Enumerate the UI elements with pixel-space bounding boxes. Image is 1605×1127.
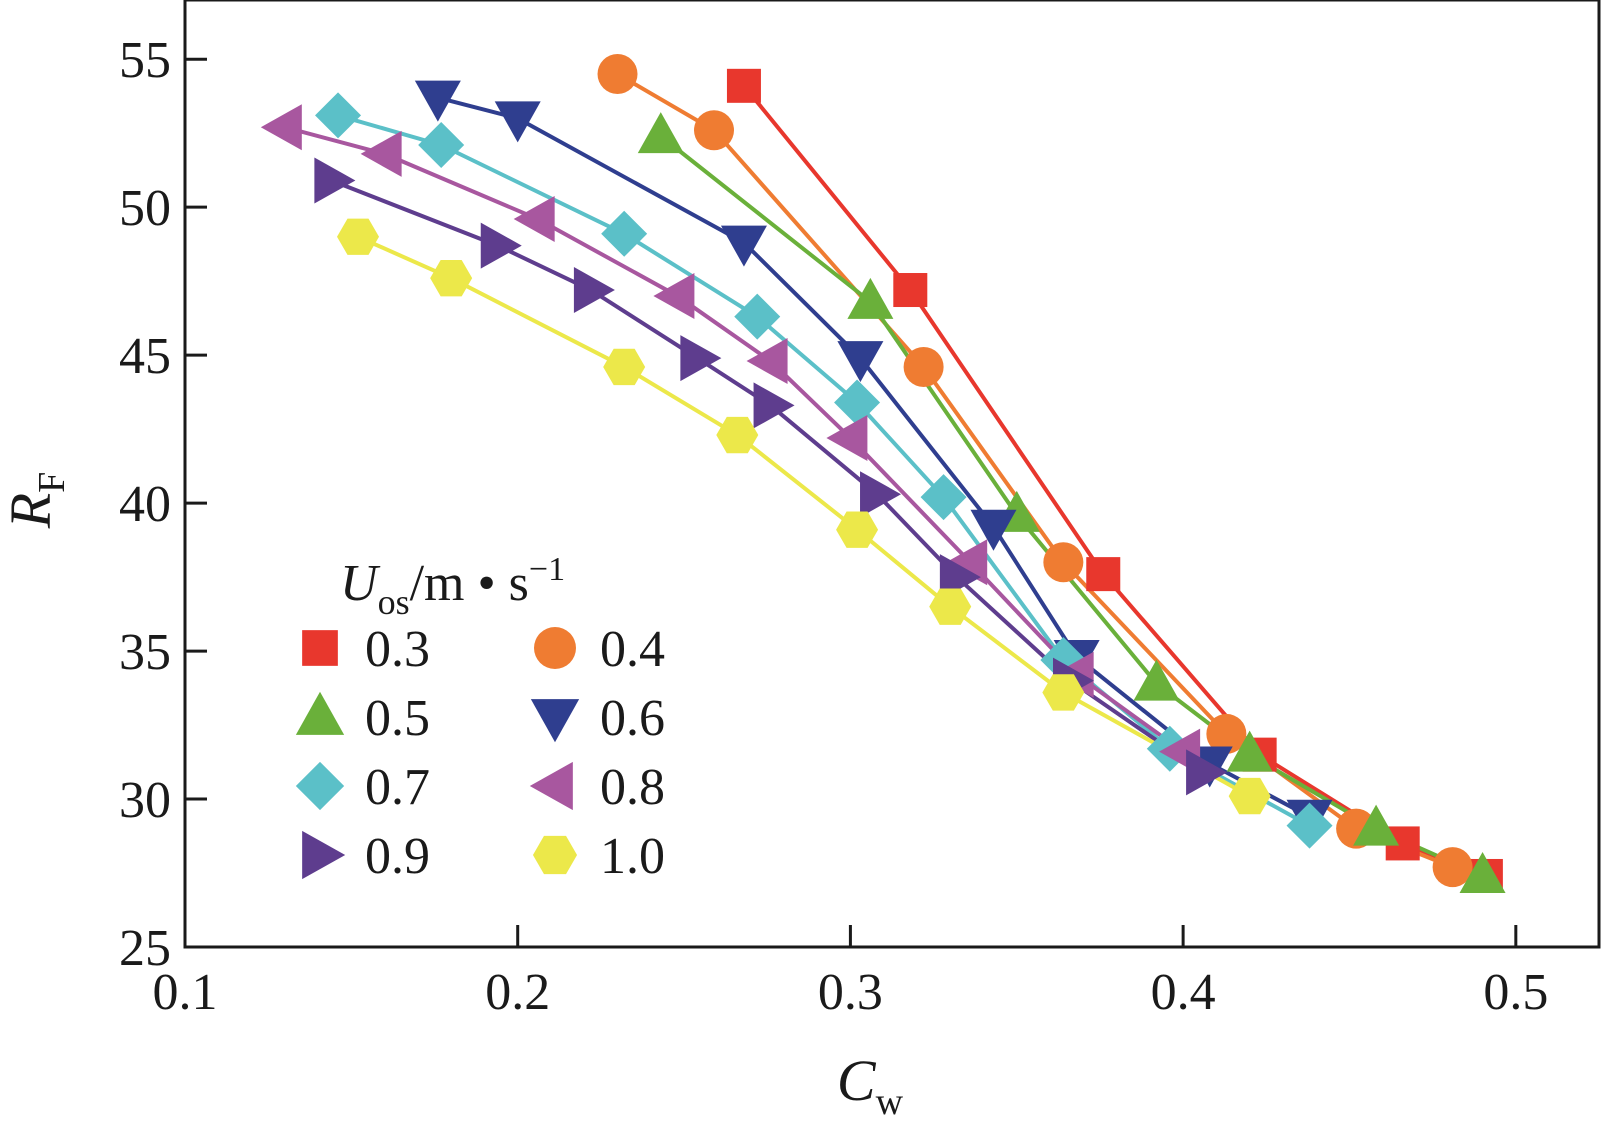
data-point-0.7 <box>834 379 881 426</box>
y-tick-label: 25 <box>119 920 171 977</box>
data-point-0.5 <box>637 112 684 154</box>
data-point-0.4 <box>694 110 735 151</box>
legend-entries: 0.3 0.4 0.5 0.6 0.7 0.8 0.9 1.0 <box>295 621 665 885</box>
legend-label-1.0: 1.0 <box>600 828 665 885</box>
data-point-0.9 <box>480 222 522 269</box>
plot-frame <box>183 0 1601 949</box>
data-point-0.5 <box>1133 659 1180 701</box>
legend-label-0.3: 0.3 <box>365 621 430 678</box>
data-point-0.7 <box>315 92 362 139</box>
y-axis-title: RF <box>0 472 73 530</box>
data-point-0.5 <box>1226 730 1273 772</box>
data-point-0.3 <box>726 68 761 103</box>
axis-tick-labels: 0.1 0.2 0.3 0.4 0.5 25 30 35 40 45 50 55 <box>119 32 1548 1021</box>
legend-label-0.5: 0.5 <box>365 690 430 747</box>
data-point-0.5 <box>1353 804 1400 846</box>
data-point-0.9 <box>753 382 795 429</box>
data-point-0.9 <box>573 267 615 314</box>
data-point-0.8 <box>260 104 302 151</box>
y-tick-label: 45 <box>119 328 171 385</box>
data-point-0.3 <box>893 273 928 308</box>
data-point-0.8 <box>826 414 868 461</box>
data-point-0.6 <box>414 80 461 122</box>
series-line-0.3 <box>742 84 1487 878</box>
data-point-1.0 <box>836 511 879 548</box>
data-point-0.4 <box>1432 847 1473 888</box>
legend-marker-0.5 <box>295 691 345 735</box>
legend-label-0.4: 0.4 <box>600 621 665 678</box>
data-point-0.6 <box>720 225 767 267</box>
series-line-0.5 <box>659 134 1484 878</box>
data-point-0.9 <box>860 471 902 518</box>
data-point-1.0 <box>603 348 646 386</box>
legend-title: Uos/m • s−1 <box>340 551 565 622</box>
data-point-0.4 <box>1043 542 1084 583</box>
y-tick-label: 35 <box>119 624 171 681</box>
y-tick-label: 40 <box>119 476 171 533</box>
data-point-0.6 <box>837 341 884 383</box>
data-point-1.0 <box>1228 777 1271 815</box>
data-point-0.8 <box>360 130 402 177</box>
legend-label-0.6: 0.6 <box>600 690 665 747</box>
data-point-0.7 <box>1286 802 1333 849</box>
x-tick-label: 0.1 <box>153 964 218 1021</box>
data-point-0.8 <box>653 272 695 319</box>
y-tick-label: 55 <box>119 32 171 89</box>
x-tick-label: 0.5 <box>1483 964 1548 1021</box>
legend-marker-0.7 <box>295 761 345 811</box>
data-point-1.0 <box>716 416 759 454</box>
legend-marker-1.0 <box>532 835 578 875</box>
data-point-0.7 <box>601 210 648 257</box>
data-point-1.0 <box>430 259 473 297</box>
axis-ticks <box>183 57 1518 949</box>
data-point-0.8 <box>946 539 988 586</box>
legend: Uos/m • s−1 0.3 0.4 0.5 0.6 0.7 0.8 0.9 1.0 <box>295 551 665 885</box>
data-point-1.0 <box>1042 674 1085 711</box>
x-axis-title: Cw <box>837 1048 904 1123</box>
x-tick-label: 0.3 <box>818 964 883 1021</box>
data-point-0.4 <box>597 53 638 94</box>
legend-marker-0.4 <box>534 627 576 669</box>
data-point-0.9 <box>1186 749 1228 796</box>
series-lines <box>284 72 1487 878</box>
y-tick-label: 50 <box>119 180 171 237</box>
data-point-0.5 <box>847 277 894 319</box>
data-point-0.9 <box>314 157 356 204</box>
data-point-0.9 <box>680 335 722 382</box>
data-point-0.4 <box>1206 713 1247 754</box>
legend-marker-0.8 <box>529 761 573 811</box>
data-point-0.7 <box>734 293 781 340</box>
series-line-0.7 <box>337 113 1311 828</box>
series-line-1.0 <box>357 234 1251 798</box>
legend-marker-0.6 <box>530 699 580 743</box>
x-tick-label: 0.2 <box>485 964 550 1021</box>
legend-label-0.9: 0.9 <box>365 828 430 885</box>
data-point-1.0 <box>929 588 972 625</box>
legend-label-0.8: 0.8 <box>600 759 665 816</box>
data-point-0.7 <box>418 122 465 169</box>
legend-label-0.7: 0.7 <box>365 759 430 816</box>
data-point-0.5 <box>1459 851 1506 893</box>
data-point-0.6 <box>970 509 1017 551</box>
legend-marker-0.9 <box>302 830 346 880</box>
data-point-0.7 <box>920 474 967 521</box>
series-markers <box>260 53 1506 893</box>
data-point-0.8 <box>513 195 555 242</box>
legend-marker-0.3 <box>302 630 338 666</box>
data-point-0.3 <box>1086 557 1121 592</box>
y-tick-label: 30 <box>119 772 171 829</box>
data-point-1.0 <box>337 218 380 255</box>
data-point-0.8 <box>746 338 788 385</box>
data-point-0.6 <box>494 101 541 143</box>
x-tick-label: 0.4 <box>1151 964 1216 1021</box>
data-point-0.4 <box>903 346 944 387</box>
